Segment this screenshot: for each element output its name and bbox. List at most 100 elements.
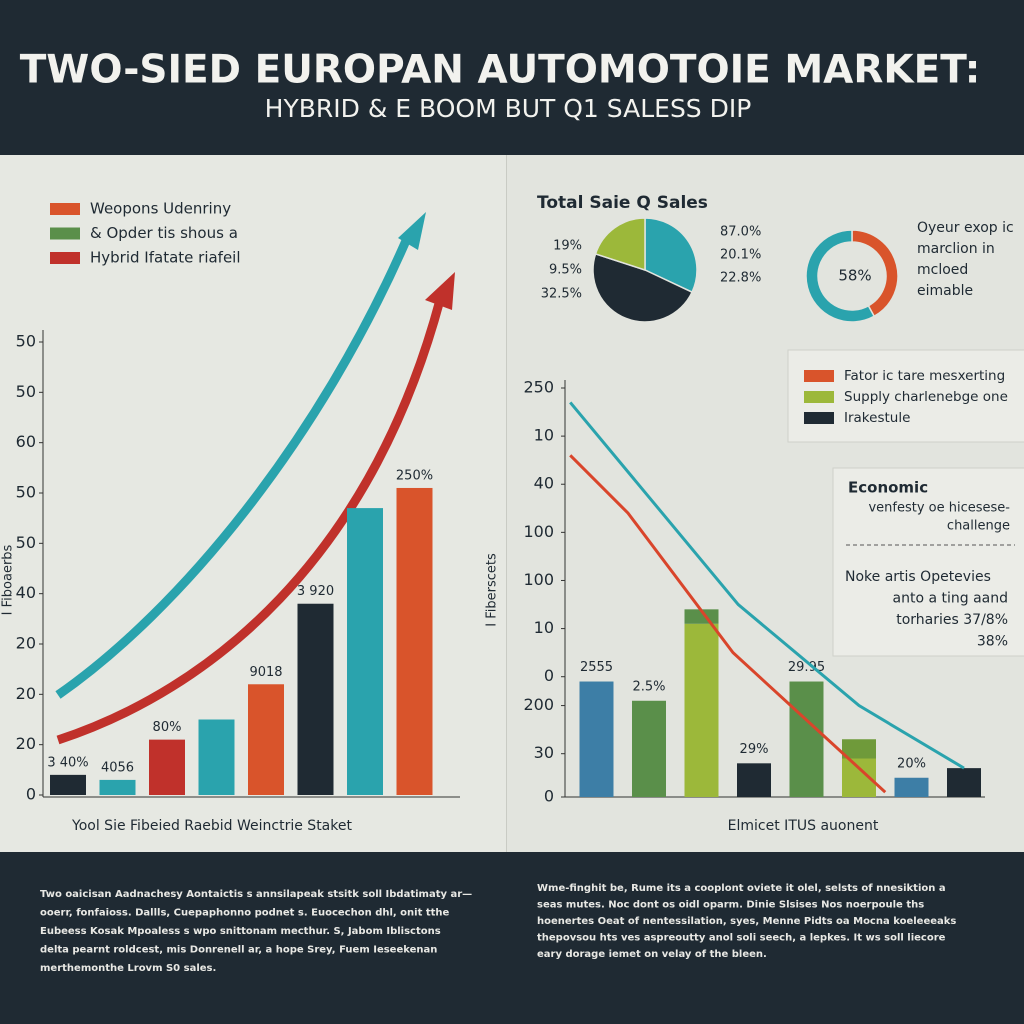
footer-text: delta pearnt roldcest, mis Donrenell ar,…: [40, 945, 437, 956]
y-tick-label: 10: [534, 618, 554, 637]
trend-arrow: [56, 298, 445, 745]
slice: [594, 217, 646, 272]
notes-text: venfesty oe hicesese-: [868, 501, 1010, 516]
footer-text: thepovsou hts ves aspreoutty anol soli s…: [537, 933, 946, 944]
legend-label: Supply charlenebge one: [844, 389, 1008, 405]
donut-text: mcloed: [917, 262, 968, 278]
donut-label: 58%: [838, 267, 871, 285]
arrow-head: [398, 212, 426, 250]
donut-text: marclion in: [917, 241, 995, 257]
bar-label: 9018: [249, 665, 282, 680]
x-axis-label: Elmicet ITUS auonent: [728, 818, 879, 834]
bar-label: 2555: [580, 660, 613, 675]
y-tick-label: 30: [534, 743, 554, 762]
legend-swatch: [804, 370, 834, 382]
y-tick-label: 0: [544, 666, 554, 685]
legend-swatch: [50, 203, 80, 215]
bar-label: 20%: [897, 756, 926, 771]
legend-label: & Opder tis shous a: [90, 224, 238, 242]
footer-bg: [0, 852, 1024, 1024]
bar: [632, 700, 666, 797]
bar-label: 250%: [396, 468, 433, 483]
bar-label: 2.5%: [632, 679, 665, 694]
bar: [894, 777, 929, 797]
pie-label: 87.0%: [720, 225, 761, 240]
trend-line: [569, 454, 887, 794]
slice: [592, 252, 694, 323]
bar-label: 4056: [101, 760, 134, 775]
bar: [737, 763, 771, 797]
y-tick-label: 20: [16, 634, 36, 653]
bar-label: 29%: [740, 742, 769, 757]
bar: [149, 739, 185, 795]
y-axis-label: I Fiboaerbs: [1, 544, 16, 615]
y-tick-label: 50: [16, 382, 36, 401]
trend-line: [569, 401, 965, 770]
footer-text: ooerr, fonfaioss. Dallls, Cuepaphonno po…: [40, 908, 450, 919]
pie-title: Total Saie Q Sales: [537, 193, 708, 213]
pie-label: 22.8%: [720, 271, 761, 286]
legend-swatch: [50, 252, 80, 264]
bar: [789, 681, 824, 797]
legend-swatch: [804, 391, 834, 403]
pie-label: 19%: [553, 239, 582, 254]
bar: [396, 487, 433, 795]
donut-text: eimable: [917, 283, 973, 299]
y-tick-label: 50: [16, 332, 36, 351]
bar: [248, 684, 284, 795]
title: TWO-SIED EUROPAN AUTOMOTOIE MARKET:: [20, 48, 981, 93]
bar-label: 3 920: [297, 584, 334, 599]
y-tick-label: 20: [16, 684, 36, 703]
footer-text: Eubeess Kosak Mpoaless s wpo snittonam m…: [40, 926, 441, 937]
bar: [99, 779, 136, 795]
legend-swatch: [804, 412, 834, 424]
slice: [644, 217, 698, 294]
legend-label: Irakestule: [844, 410, 910, 426]
bar: [842, 739, 876, 759]
bar-label: 80%: [153, 720, 182, 735]
notes-text: anto a ting aand: [893, 591, 1009, 607]
legend-swatch: [50, 227, 80, 240]
bar: [947, 768, 981, 797]
x-axis-label: Yool Sie Fibeied Raebid Weinctrie Staket: [71, 818, 352, 834]
legend-label: Weopons Udenriny: [90, 200, 231, 218]
arrow-head: [425, 272, 455, 310]
legend-label: Hybrid Ifatate riafeil: [90, 249, 241, 267]
y-tick-label: 0: [544, 787, 554, 806]
y-tick-label: 60: [16, 432, 36, 451]
y-tick-label: 40: [534, 474, 554, 493]
footer-text: merthemonthe Lrovm S0 sales.: [40, 963, 216, 974]
y-tick-label: 10: [534, 426, 554, 445]
header-bg: [0, 0, 1024, 155]
notes-box: [832, 467, 1024, 657]
y-tick-label: 100: [523, 522, 554, 541]
y-tick-label: 0: [26, 785, 36, 804]
bar: [684, 623, 719, 797]
bar-label: 3 40%: [47, 755, 88, 770]
y-axis-label: I Fiberscets: [485, 553, 500, 627]
subtitle: HYBRID & E BOOM BUT Q1 SALESS DIP: [265, 94, 752, 123]
y-tick-label: 50: [16, 483, 36, 502]
y-tick-label: 100: [523, 570, 554, 589]
notes-text: torharies 37/8%: [896, 612, 1008, 628]
donut-text: Oyeur exop ic: [917, 220, 1014, 236]
trend-arrow: [55, 234, 413, 699]
footer-text: Two oaicisan Aadnachesy Aontaictis s ann…: [40, 889, 472, 900]
notes-text: challenge: [947, 519, 1010, 534]
y-tick-label: 250: [523, 378, 554, 397]
pie-label: 20.1%: [720, 248, 761, 263]
notes-text: Noke artis Opetevies: [845, 569, 991, 585]
y-tick-label: 20: [16, 734, 36, 753]
legend-label: Fator ic tare mesxerting: [844, 368, 1005, 384]
footer-text: eary dorage iemet on velay of the bleen.: [537, 949, 767, 960]
bar: [579, 681, 614, 797]
notes-text: 38%: [977, 634, 1008, 650]
slice: [805, 229, 876, 323]
y-tick-label: 40: [16, 583, 36, 602]
footer-text: hoenertes Oeat of nentessilation, syes, …: [537, 916, 956, 927]
footer-text: seas mutes. Noc dont os oidl oparm. Dini…: [537, 900, 924, 911]
y-tick-label: 200: [523, 695, 554, 714]
bar: [347, 508, 383, 795]
bar: [50, 774, 86, 795]
pie-label: 9.5%: [549, 263, 582, 278]
